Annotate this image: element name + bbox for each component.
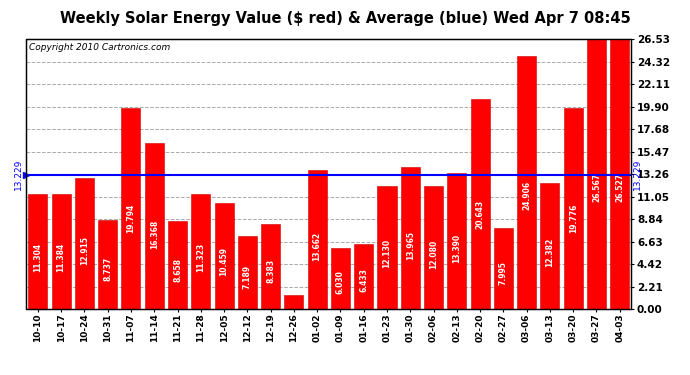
Bar [145, 143, 164, 309]
Bar [354, 244, 373, 309]
Bar [540, 183, 560, 309]
Text: 19.794: 19.794 [126, 204, 135, 233]
Text: 13.229: 13.229 [14, 159, 23, 190]
Bar [191, 194, 210, 309]
Text: 6.030: 6.030 [336, 270, 345, 294]
Text: 19.776: 19.776 [569, 204, 578, 234]
Bar [564, 108, 583, 309]
Text: 12.080: 12.080 [429, 239, 438, 268]
Text: 7.995: 7.995 [499, 261, 508, 285]
Bar [610, 39, 629, 309]
Bar [52, 194, 70, 309]
Text: 11.384: 11.384 [57, 243, 66, 272]
Text: 11.304: 11.304 [33, 243, 42, 272]
Bar [377, 186, 397, 309]
Bar [424, 186, 443, 309]
Bar [494, 228, 513, 309]
Text: 13.229: 13.229 [633, 159, 642, 190]
Bar [238, 236, 257, 309]
Text: 24.906: 24.906 [522, 181, 531, 210]
Text: Copyright 2010 Cartronics.com: Copyright 2010 Cartronics.com [29, 44, 170, 52]
Bar [284, 296, 304, 309]
Text: 13.965: 13.965 [406, 231, 415, 260]
Bar [308, 170, 326, 309]
Text: Weekly Solar Energy Value ($ red) & Average (blue) Wed Apr 7 08:45: Weekly Solar Energy Value ($ red) & Aver… [59, 11, 631, 26]
Text: 8.658: 8.658 [173, 258, 182, 282]
Bar [401, 167, 420, 309]
Text: 6.433: 6.433 [359, 268, 368, 292]
Bar [447, 173, 466, 309]
Bar [517, 56, 536, 309]
Text: 7.189: 7.189 [243, 264, 252, 288]
Text: 13.662: 13.662 [313, 232, 322, 261]
Text: 12.915: 12.915 [80, 236, 89, 265]
Bar [471, 99, 490, 309]
Text: 10.459: 10.459 [219, 247, 228, 276]
Text: 8.737: 8.737 [104, 257, 112, 282]
Bar [587, 39, 606, 309]
Bar [261, 224, 280, 309]
Bar [75, 178, 94, 309]
Bar [331, 248, 350, 309]
Text: 26.567: 26.567 [592, 173, 601, 202]
Bar [98, 220, 117, 309]
Bar [121, 108, 141, 309]
Text: 16.368: 16.368 [150, 220, 159, 249]
Text: 8.383: 8.383 [266, 259, 275, 283]
Text: 13.390: 13.390 [452, 234, 462, 262]
Bar [168, 221, 187, 309]
Bar [28, 194, 48, 309]
Text: 20.643: 20.643 [475, 200, 484, 230]
Text: 12.130: 12.130 [382, 239, 391, 268]
Text: 11.323: 11.323 [196, 243, 206, 272]
Bar [215, 203, 234, 309]
Text: 26.527: 26.527 [615, 173, 624, 202]
Text: 12.382: 12.382 [545, 238, 554, 267]
